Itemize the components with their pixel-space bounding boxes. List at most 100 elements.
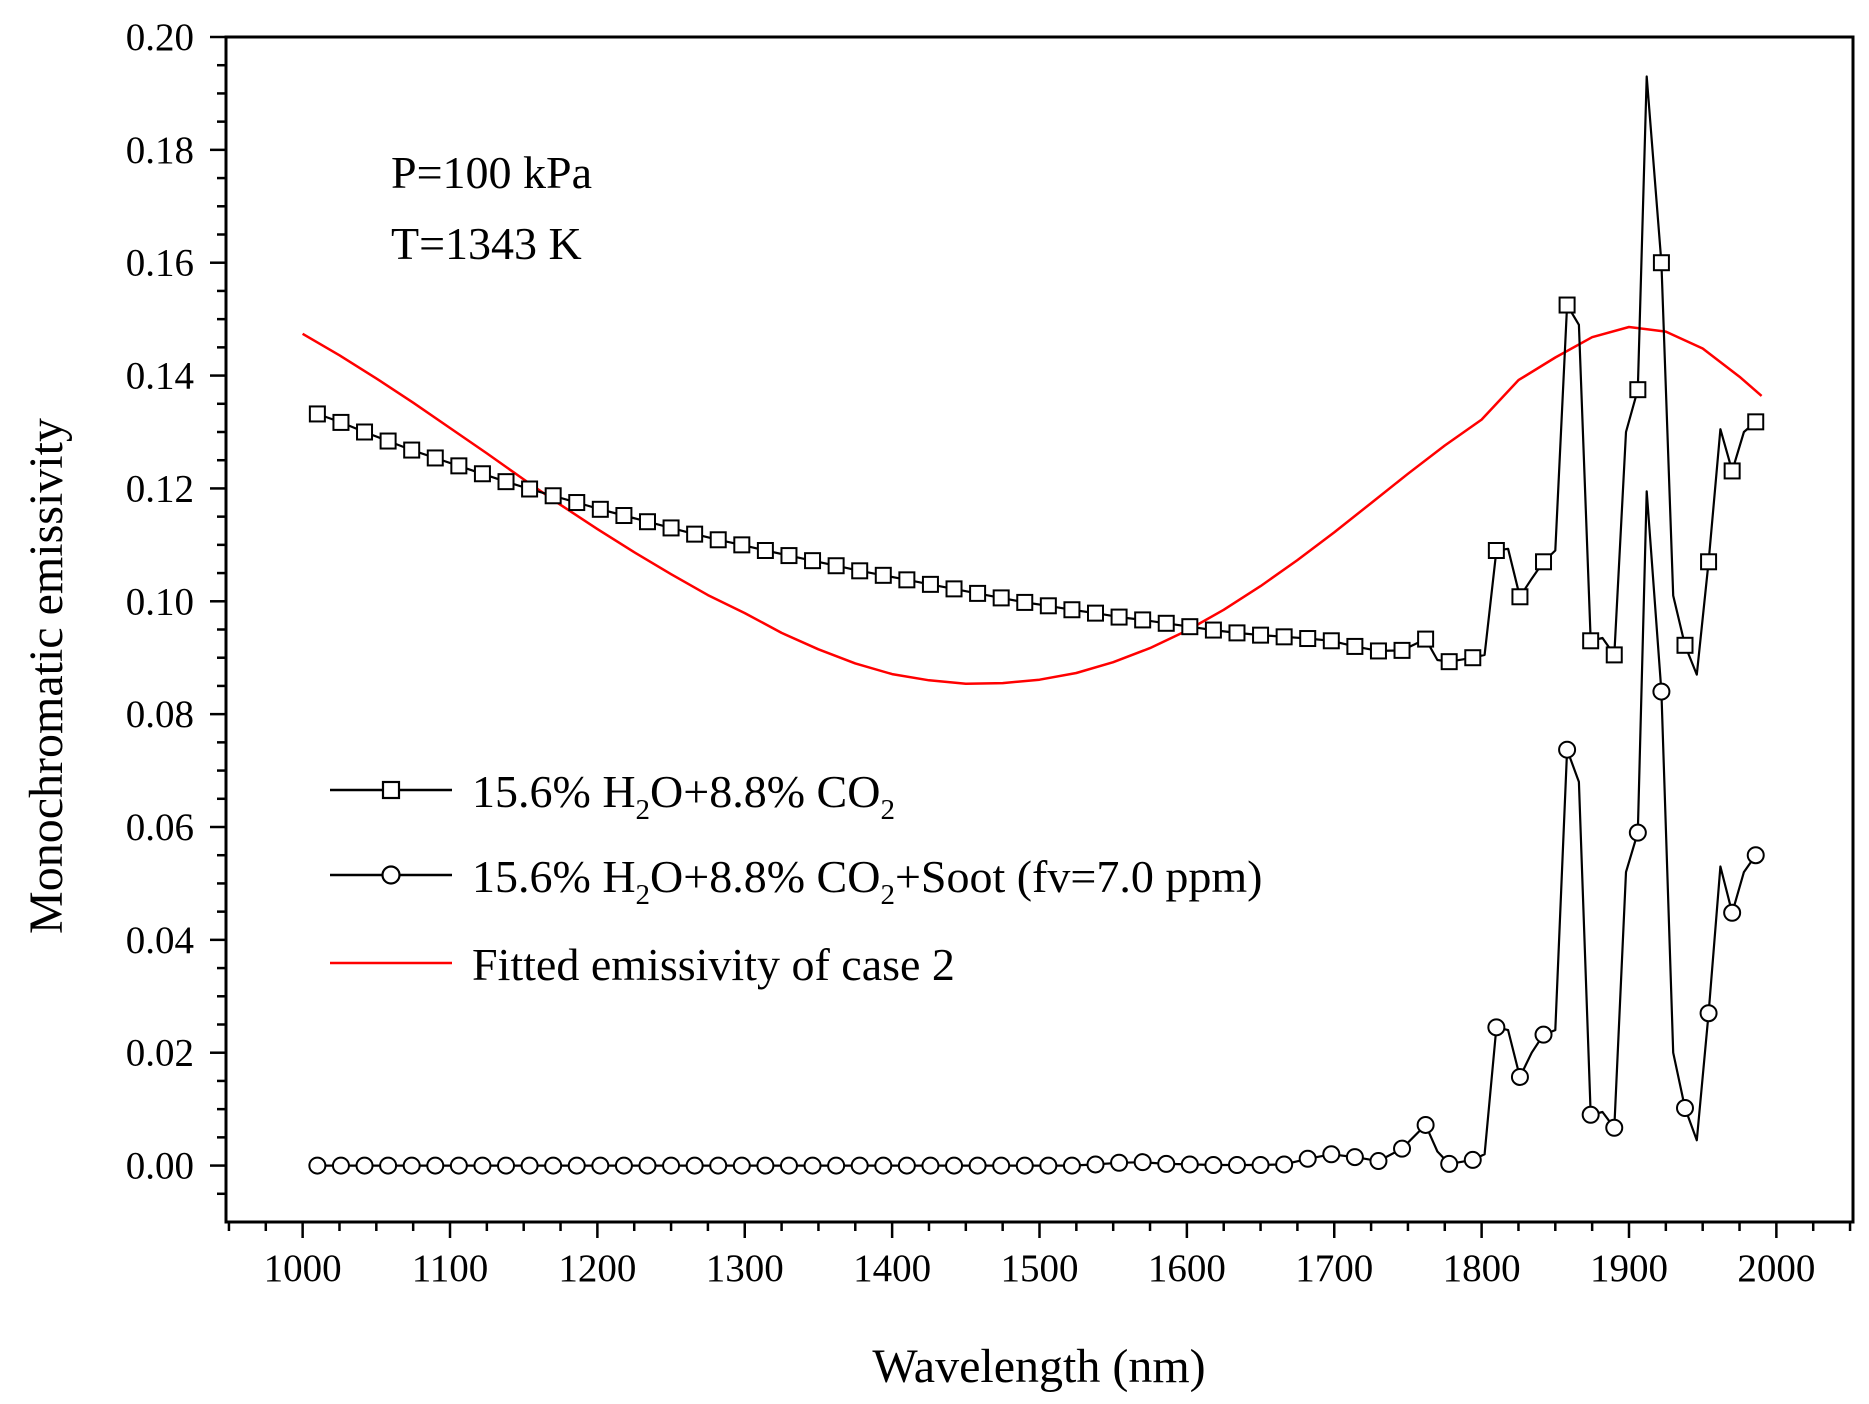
data-point-circle [1440, 1154, 1459, 1173]
data-point-square [1700, 553, 1718, 571]
data-point-circle [1605, 1118, 1624, 1137]
y-tick-label: 0.00 [126, 1145, 194, 1188]
x-tick-label: 1900 [1590, 1247, 1668, 1290]
data-point-circle [1487, 1018, 1506, 1037]
data-point-circle [473, 1156, 492, 1175]
data-point-circle [850, 1156, 869, 1175]
data-point-circle [520, 1156, 539, 1175]
data-point-circle [1133, 1153, 1152, 1172]
data-point-circle [1510, 1067, 1529, 1086]
data-point-circle [497, 1156, 516, 1175]
data-point-square [403, 441, 421, 459]
data-point-circle [709, 1156, 728, 1175]
data-point-circle [921, 1156, 940, 1175]
data-point-circle [544, 1156, 563, 1175]
data-point-circle [732, 1156, 751, 1175]
x-tick-label: 1400 [853, 1247, 931, 1290]
data-point-square [591, 500, 609, 518]
data-point-circle [897, 1156, 916, 1175]
data-point-square [497, 473, 515, 491]
data-point-square [874, 566, 892, 584]
y-axis-ticks: 0.00 0.02 0.04 0.06 0.08 0.10 0.12 0.14 0.16 0.18… [126, 16, 226, 1196]
data-point-square [733, 536, 751, 554]
data-point-square [992, 589, 1010, 607]
data-point-square [1322, 632, 1340, 650]
data-point-square [1723, 462, 1741, 480]
data-point-square [827, 557, 845, 575]
data-point-circle [1652, 682, 1671, 701]
x-tick-label: 1100 [412, 1247, 489, 1290]
data-point-circle [1062, 1156, 1081, 1175]
legend-marker-square [381, 780, 401, 800]
data-point-square [1511, 588, 1529, 606]
data-point-square [1063, 601, 1081, 619]
data-point-circle [779, 1156, 798, 1175]
data-point-circle [1393, 1139, 1412, 1158]
data-point-circle [1628, 823, 1647, 842]
data-point-square [521, 480, 539, 498]
data-point-square [1204, 621, 1222, 639]
data-point-square [709, 531, 727, 549]
plot-frame [224, 35, 1855, 1224]
series-3 [301, 325, 1763, 685]
y-tick-label: 0.06 [126, 806, 194, 849]
x-tick-label: 1700 [1295, 1247, 1373, 1290]
y-tick-label: 0.02 [126, 1032, 194, 1075]
data-point-square [450, 457, 468, 475]
series-1 [308, 75, 1765, 676]
data-point-circle [803, 1156, 822, 1175]
data-point-square [356, 423, 374, 441]
data-point-circle [355, 1156, 374, 1175]
data-point-square [1652, 254, 1670, 272]
x-tick-label: 1800 [1443, 1247, 1521, 1290]
data-point-circle [1463, 1150, 1482, 1169]
legend: 15.6% H2O+8.8% CO2 15.6% H2O+8.8% CO2+So… [330, 766, 1262, 990]
data-point-circle [614, 1156, 633, 1175]
data-point-circle [662, 1156, 681, 1175]
legend-label-series-2: 15.6% H2O+8.8% CO2+Soot (fv=7.0 ppm) [472, 851, 1262, 911]
data-point-circle [1251, 1156, 1270, 1175]
data-point-circle [1416, 1115, 1435, 1134]
x-tick-label: 1200 [558, 1247, 636, 1290]
data-point-circle [1534, 1025, 1553, 1044]
data-point-circle [449, 1156, 468, 1175]
y-tick-label: 0.12 [126, 467, 194, 510]
data-point-square [1558, 296, 1576, 314]
data-point-square [1087, 604, 1105, 622]
data-point-square [568, 494, 586, 512]
series-layer [301, 75, 1765, 1175]
data-point-circle [402, 1156, 421, 1175]
data-point-square [638, 513, 656, 531]
data-point-square [1582, 632, 1600, 650]
data-point-square [851, 562, 869, 580]
x-tick-label: 1000 [264, 1247, 342, 1290]
data-point-circle [968, 1156, 987, 1175]
y-tick-label: 0.14 [126, 355, 194, 398]
y-tick-label: 0.18 [126, 129, 194, 172]
annotation-temperature: T=1343 K [391, 218, 582, 269]
data-point-circle [1322, 1145, 1341, 1164]
x-tick-label: 1500 [1001, 1247, 1079, 1290]
data-point-circle [1298, 1149, 1317, 1168]
data-point-square [1605, 646, 1623, 664]
series-line [317, 490, 1757, 1167]
data-point-square [1252, 626, 1270, 644]
y-tick-label: 0.08 [126, 693, 194, 736]
data-point-square [379, 432, 397, 450]
data-point-square [544, 487, 562, 505]
data-point-square [1228, 624, 1246, 642]
data-point-square [473, 465, 491, 483]
data-point-square [662, 519, 680, 537]
data-point-square [1039, 597, 1057, 615]
data-point-circle [1180, 1155, 1199, 1174]
data-point-square [1134, 611, 1152, 629]
data-point-square [921, 575, 939, 593]
data-point-square [1369, 642, 1387, 660]
data-point-square [945, 580, 963, 598]
data-point-square [969, 584, 987, 602]
data-point-circle [1015, 1156, 1034, 1175]
x-tick-label: 1600 [1148, 1247, 1226, 1290]
data-point-circle [1369, 1152, 1388, 1171]
data-point-square [898, 571, 916, 589]
